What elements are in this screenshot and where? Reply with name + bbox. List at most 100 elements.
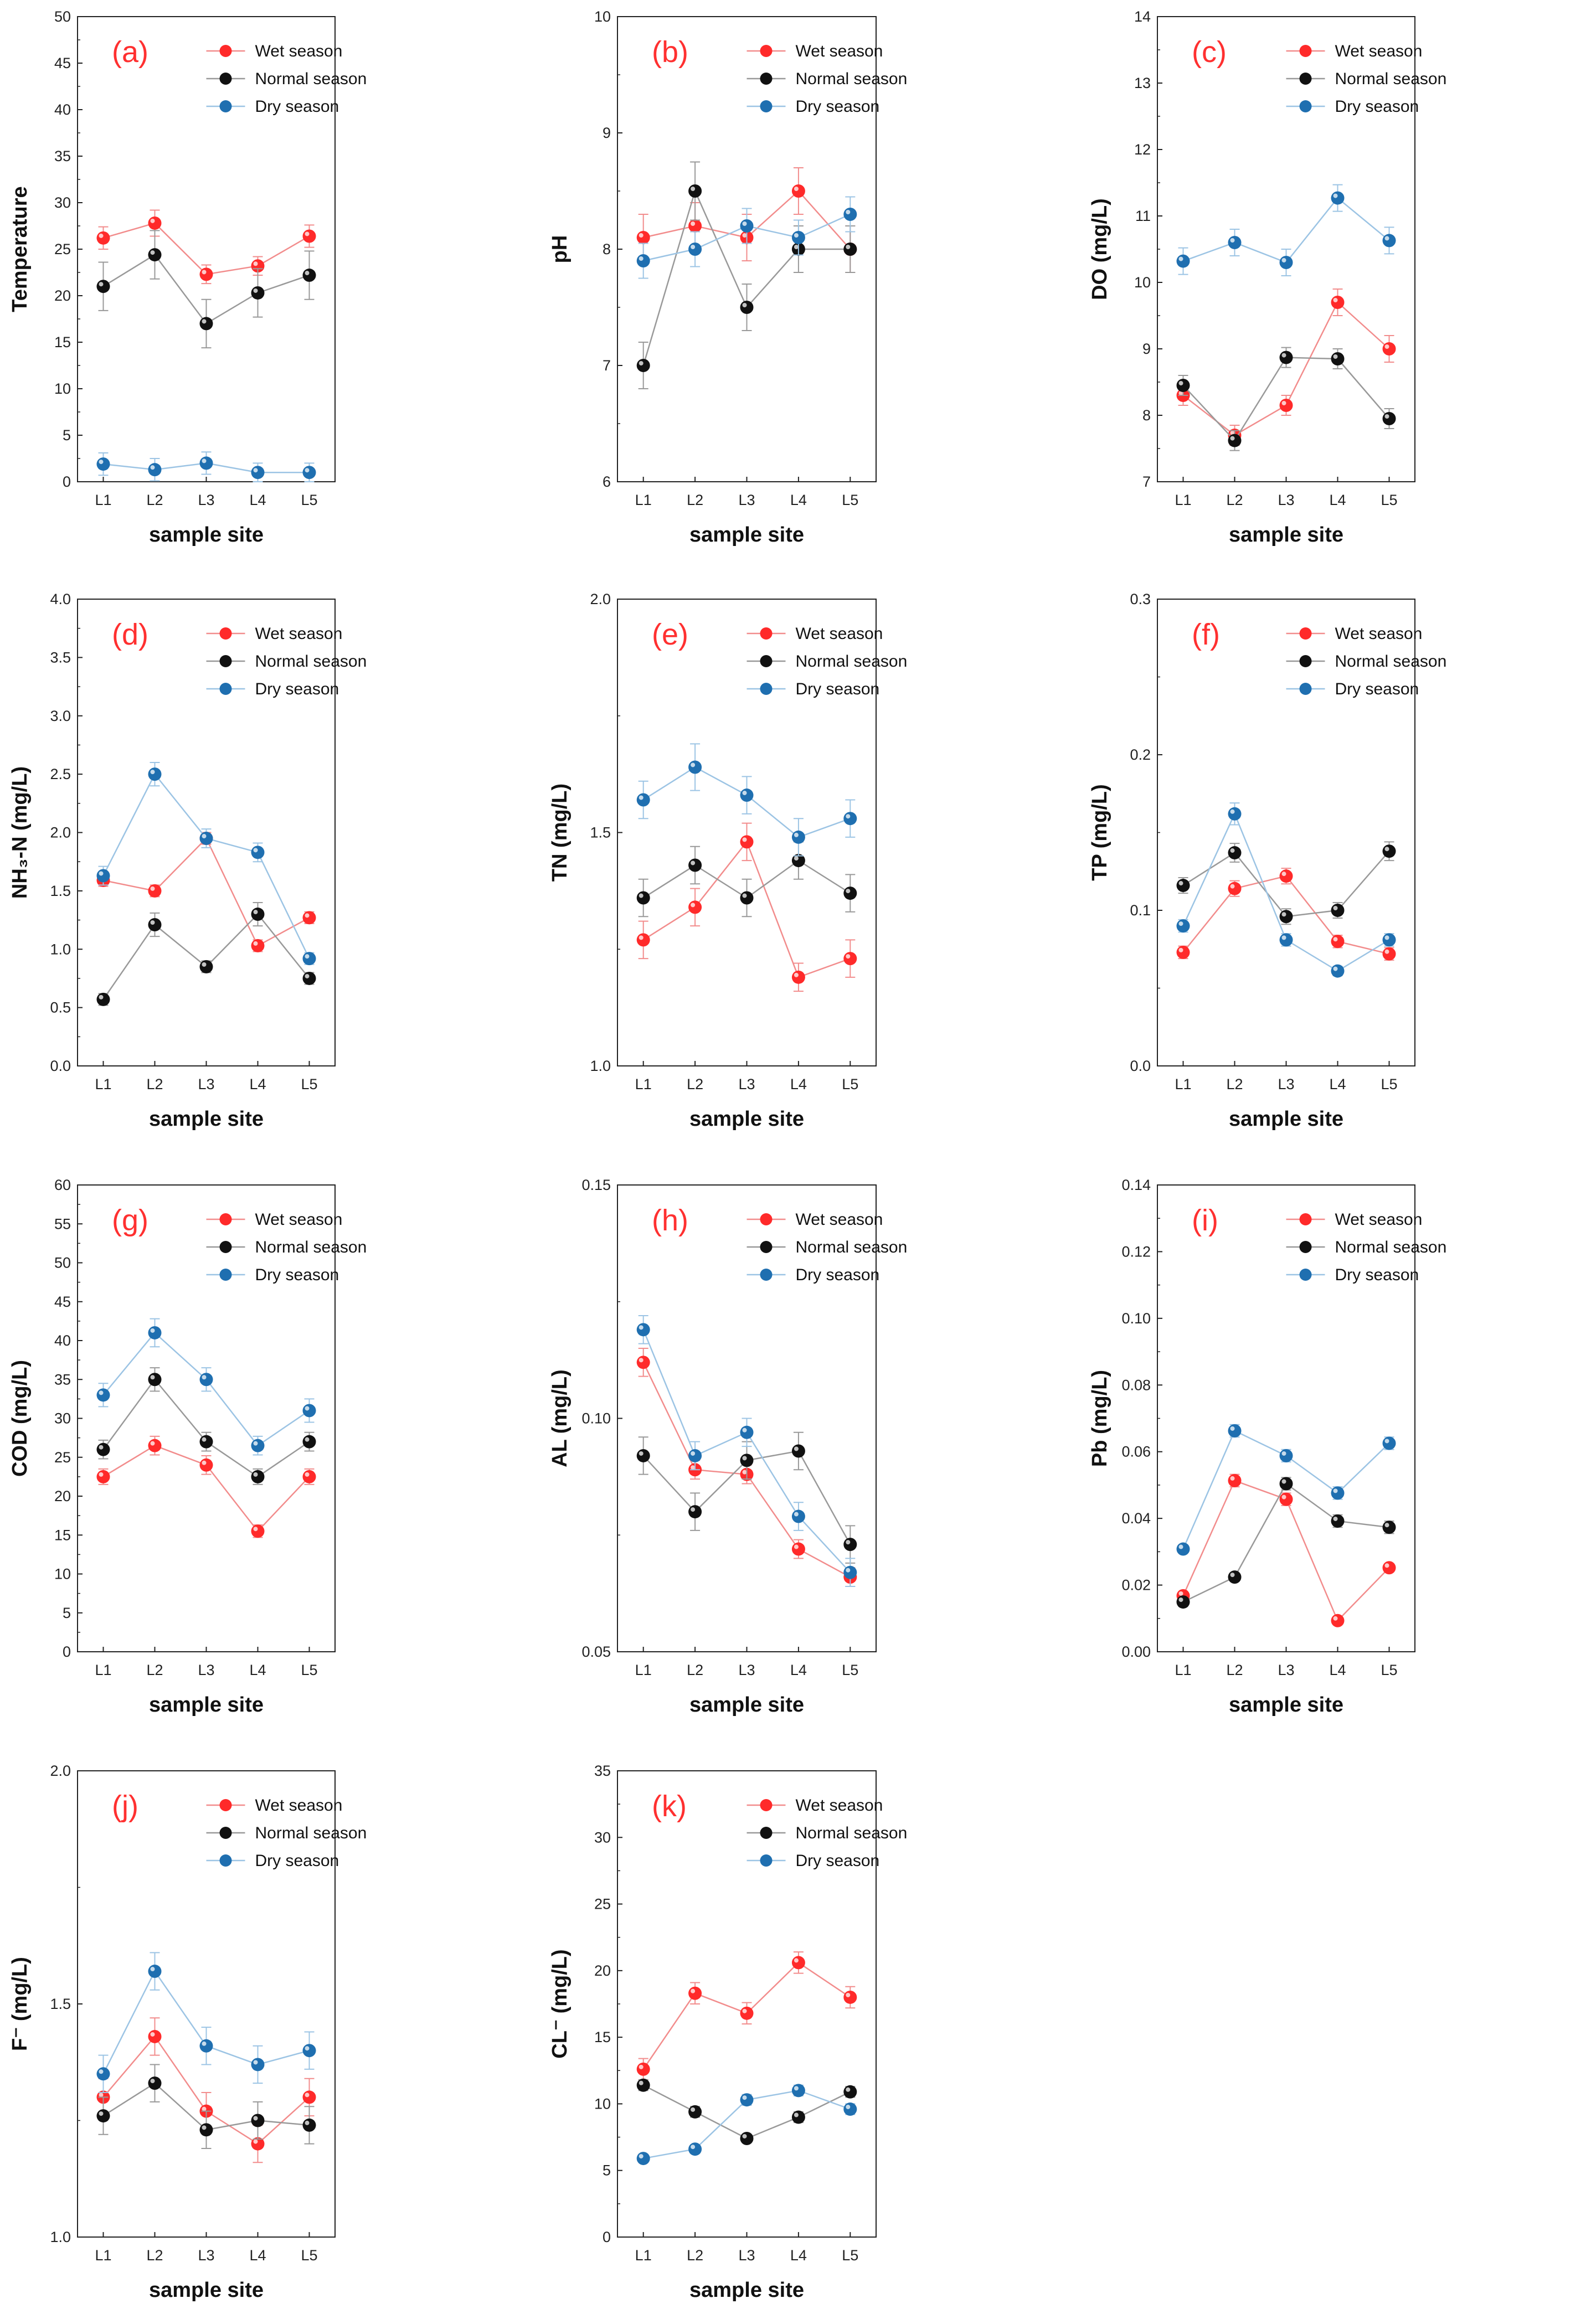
data-point-normal: [636, 2078, 650, 2092]
y-tick-label: 30: [594, 1829, 611, 1846]
point-highlight: [846, 1568, 851, 1573]
x-tick-label: L1: [95, 1076, 111, 1092]
x-tick-label: L3: [738, 1662, 755, 1678]
x-tick-label: L2: [146, 2247, 163, 2264]
data-point-dry: [1331, 191, 1345, 205]
legend-label-dry: Dry season: [796, 1266, 880, 1284]
x-tick-label: L5: [1381, 1076, 1397, 1092]
x-axis-title: sample site: [1229, 1693, 1343, 1717]
point-highlight: [1384, 236, 1389, 241]
legend-marker-wet: [1299, 45, 1312, 57]
data-point-dry: [1382, 1436, 1396, 1450]
data-point-wet: [1176, 945, 1190, 959]
legend-label-normal: Normal season: [255, 1238, 367, 1256]
y-tick-label: 0.02: [1121, 1577, 1151, 1594]
y-tick-label: 8: [1142, 407, 1151, 424]
data-point-dry: [96, 2067, 110, 2081]
point-highlight: [794, 1446, 799, 1451]
legend-label-wet: Wet season: [255, 42, 343, 60]
point-highlight: [1178, 921, 1183, 926]
point-highlight: [253, 2116, 258, 2121]
panel-tag: (a): [112, 35, 148, 69]
y-tick-label: 25: [54, 1449, 71, 1466]
point-highlight: [202, 2041, 207, 2046]
legend-marker-wet: [219, 1213, 232, 1225]
point-highlight: [794, 832, 799, 837]
data-point-dry: [148, 1965, 162, 1978]
point-highlight: [742, 1470, 747, 1475]
point-highlight: [253, 468, 258, 473]
point-highlight: [794, 233, 799, 238]
point-highlight: [742, 1456, 747, 1461]
point-highlight: [99, 1445, 104, 1450]
point-highlight: [1230, 238, 1235, 243]
x-tick-label: L5: [1381, 1662, 1397, 1678]
point-highlight: [1281, 258, 1286, 262]
point-highlight: [1384, 847, 1389, 852]
point-highlight: [1384, 1563, 1389, 1568]
data-point-wet: [148, 216, 162, 230]
point-highlight: [691, 2145, 696, 2150]
y-tick-label: 3.5: [50, 649, 71, 666]
point-highlight: [253, 288, 258, 293]
data-point-normal: [96, 992, 110, 1006]
point-highlight: [1384, 414, 1389, 419]
y-tick-label: 15: [54, 334, 71, 351]
point-highlight: [1333, 1516, 1338, 1521]
point-highlight: [99, 282, 104, 287]
legend-label-dry: Dry season: [255, 680, 339, 698]
x-tick-label: L2: [146, 1076, 163, 1092]
data-point-normal: [251, 1470, 265, 1483]
data-point-normal: [1228, 846, 1242, 860]
y-axis-title: DO (mg/L): [1088, 198, 1111, 300]
data-point-wet: [251, 939, 265, 952]
data-point-dry: [251, 1439, 265, 1452]
point-highlight: [742, 303, 747, 307]
data-point-normal: [251, 286, 265, 300]
data-point-normal: [740, 2131, 754, 2145]
x-axis-title: sample site: [149, 1693, 264, 1717]
legend-marker-dry: [1299, 100, 1312, 112]
data-point-dry: [688, 2142, 702, 2156]
point-highlight: [794, 972, 799, 977]
point-highlight: [202, 270, 207, 275]
point-highlight: [639, 893, 643, 898]
point-highlight: [253, 2139, 258, 2144]
data-point-wet: [688, 219, 702, 233]
point-highlight: [742, 233, 747, 238]
data-point-dry: [96, 869, 110, 883]
y-axis-title: AL (mg/L): [548, 1369, 572, 1467]
data-point-normal: [302, 971, 316, 985]
point-highlight: [150, 920, 155, 925]
y-tick-label: 13: [1134, 75, 1151, 91]
y-tick-label: 10: [594, 2095, 611, 2112]
point-highlight: [691, 2107, 696, 2112]
point-highlight: [202, 962, 207, 967]
point-highlight: [99, 233, 104, 238]
y-tick-label: 40: [54, 1332, 71, 1349]
data-point-wet: [740, 835, 754, 849]
x-axis-title: sample site: [149, 1107, 264, 1131]
y-tick-label: 7: [603, 357, 611, 374]
data-point-wet: [1279, 869, 1293, 883]
data-point-normal: [740, 891, 754, 905]
y-tick-label: 4.0: [50, 591, 71, 607]
x-tick-label: L4: [1329, 1076, 1346, 1092]
data-point-normal: [843, 2085, 857, 2099]
panel-tag: (g): [112, 1204, 148, 1237]
x-tick-label: L5: [301, 1076, 317, 1092]
point-highlight: [691, 762, 696, 767]
point-highlight: [253, 1472, 258, 1477]
x-tick-label: L4: [790, 1662, 807, 1678]
data-point-dry: [199, 456, 213, 470]
y-tick-label: 0.1: [1130, 902, 1151, 919]
x-axis-title: sample site: [1229, 1107, 1343, 1131]
data-point-wet: [148, 884, 162, 898]
chart-panel: 0 5 10 15 20 25 30 35 40 45 50 L1 L2 L3 L4 L5 sample sit…: [8, 8, 367, 547]
legend-label-dry: Dry season: [796, 1852, 880, 1870]
x-tick-label: L3: [738, 1076, 755, 1092]
point-highlight: [253, 941, 258, 946]
legend-marker-dry: [219, 1854, 232, 1867]
point-highlight: [305, 2046, 310, 2051]
